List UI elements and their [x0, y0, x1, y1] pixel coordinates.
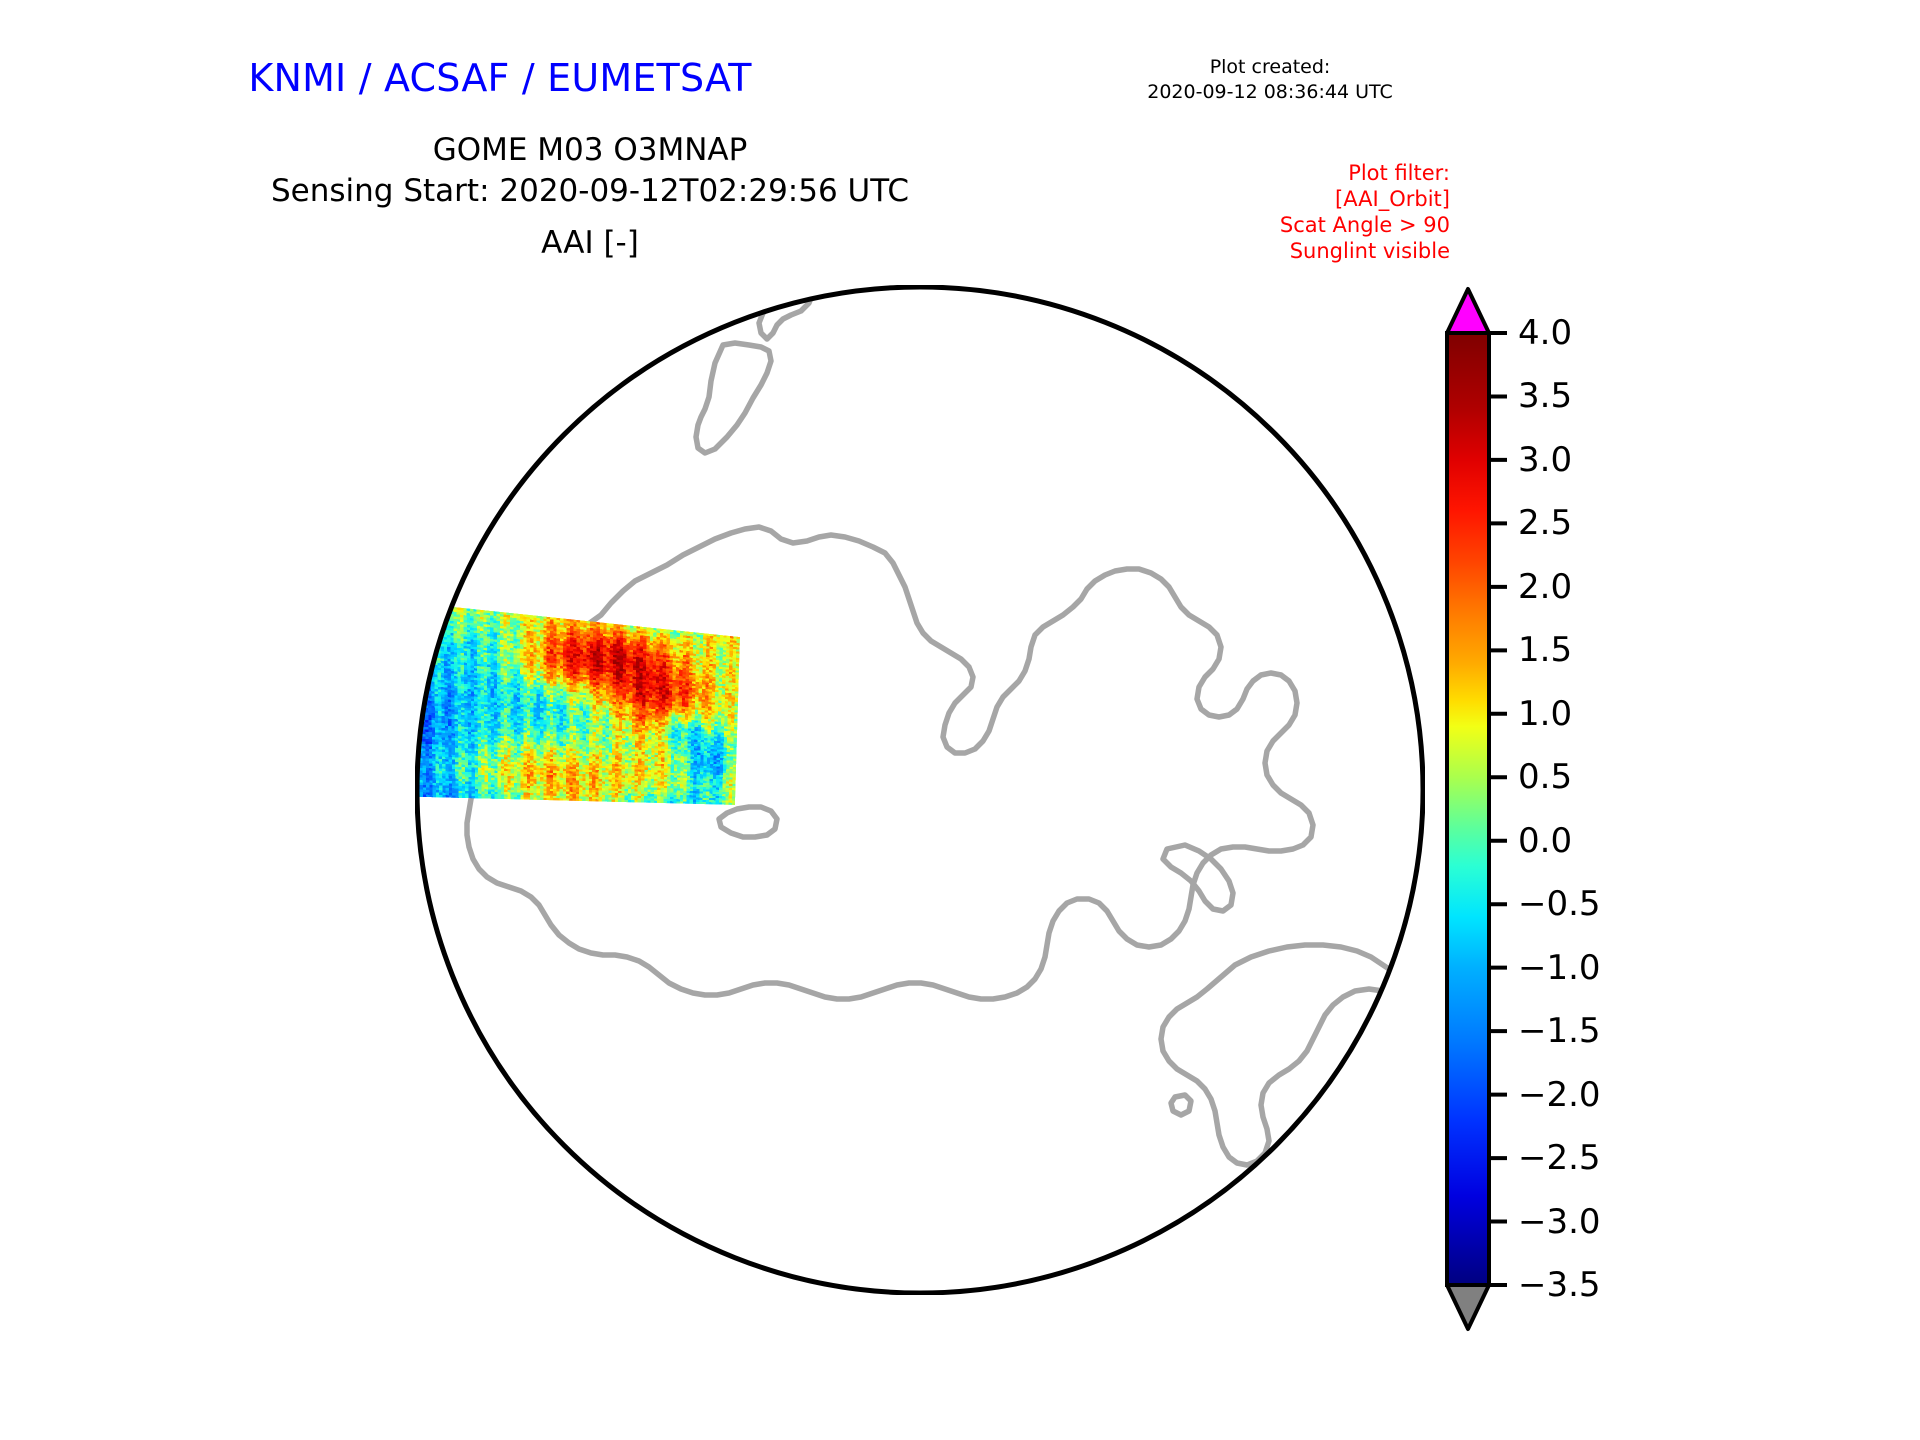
colorbar-ticks — [1489, 331, 1507, 1287]
coastline-path — [1168, 1092, 1194, 1118]
plot-filter-block: Plot filter: [AAI_Orbit] Scat Angle > 90… — [1180, 160, 1450, 264]
plot-filter-label: Plot filter: — [1348, 161, 1450, 185]
colorbar-gradient — [1445, 331, 1491, 1287]
colorbar-tick-label: 2.5 — [1518, 503, 1573, 544]
colorbar-tick-label: 1.5 — [1518, 630, 1573, 671]
globe-outline — [415, 285, 1425, 1295]
colorbar-tick-label: −3.5 — [1518, 1265, 1601, 1305]
coastline-path — [464, 524, 1316, 1002]
coastline-path — [756, 287, 816, 342]
colorbar-tick-label: 3.5 — [1518, 376, 1573, 417]
sensing-start-title: Sensing Start: 2020-09-12T02:29:56 UTC — [271, 173, 909, 209]
colorbar-tick-label: 0.0 — [1518, 820, 1573, 861]
aai-pixel-grid — [417, 603, 740, 805]
colorbar-tick-label: 2.0 — [1518, 566, 1573, 607]
plot-filter-sunglint: Sunglint visible — [1289, 239, 1450, 263]
organisation-credit: KNMI / ACSAF / EUMETSAT — [248, 56, 752, 100]
coastline-path — [454, 390, 498, 434]
colorbar-tick-label: −3.0 — [1518, 1201, 1601, 1242]
coastline-path — [417, 342, 452, 372]
coastline-path — [716, 804, 780, 840]
colorbar-over-arrow — [1445, 287, 1491, 335]
coastline-path — [1158, 942, 1423, 1168]
plot-title-block: GOME M03 O3MNAP Sensing Start: 2020-09-1… — [75, 130, 1105, 212]
plot-filter-scat-angle: Scat Angle > 90 — [1279, 213, 1450, 237]
globe-projection — [415, 285, 1425, 1295]
coastline-path — [693, 340, 774, 456]
aai-swath-layer — [417, 603, 740, 805]
colorbar-tick-label: 1.0 — [1518, 693, 1573, 734]
plot-created-label: Plot created: — [1209, 56, 1331, 78]
colorbar — [1445, 287, 1507, 1331]
coastline-path — [1264, 1162, 1304, 1204]
plot-created-value: 2020-09-12 08:36:44 UTC — [1147, 81, 1393, 103]
colorbar-tick-label: −1.0 — [1518, 947, 1601, 988]
colorbar-tick-label: −1.5 — [1518, 1011, 1601, 1052]
colorbar-tick-label: 4.0 — [1518, 313, 1573, 353]
map-panel — [415, 285, 1425, 1295]
colorbar-tick-label: 0.5 — [1518, 757, 1573, 798]
colorbar-under-arrow — [1445, 1283, 1491, 1331]
globe-disc — [417, 287, 1423, 1293]
colorbar-tick-label: 3.0 — [1518, 439, 1573, 480]
colorbar-panel: 4.0 3.5 3.0 2.5 2.0 1.5 1.0 0.5 0.0 −0.5 −1.0 −1.5 −… — [1440, 285, 1860, 1345]
plot-filter-product: [AAI_Orbit] — [1335, 187, 1450, 211]
colorbar-tick-label: −2.5 — [1518, 1138, 1601, 1179]
colorbar-tick-label: −0.5 — [1518, 884, 1601, 925]
instrument-title: GOME M03 O3MNAP — [432, 132, 748, 168]
colorbar-tick-label: −2.0 — [1518, 1074, 1601, 1115]
coastline-path — [1160, 842, 1236, 914]
variable-title: AAI [-] — [541, 225, 639, 261]
plot-created-block: Plot created: 2020-09-12 08:36:44 UTC — [1090, 55, 1450, 105]
